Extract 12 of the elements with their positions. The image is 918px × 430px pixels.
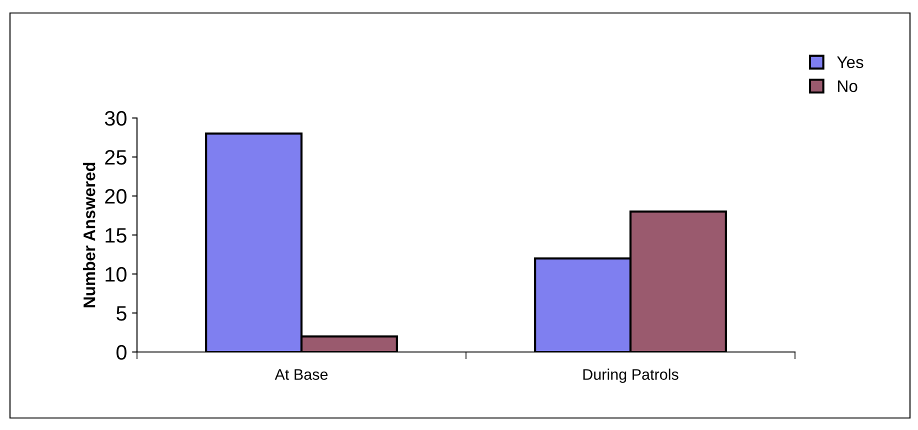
y-tick-label: 25: [105, 150, 126, 165]
legend-label: No: [838, 80, 858, 92]
y-axis-title: Number Answered: [83, 162, 96, 308]
y-tick-label: 0: [116, 345, 126, 360]
y-tick-label: 20: [105, 189, 126, 204]
y-tick-label: 30: [104, 111, 126, 126]
legend-label: Yes: [837, 56, 864, 68]
x-tick-label: During Patrols: [583, 368, 678, 383]
x-tick-label: At Base: [274, 369, 328, 380]
y-tick-label: 5: [116, 306, 126, 321]
y-tick-label: 10: [106, 267, 126, 282]
y-tick-label: 15: [106, 228, 126, 243]
